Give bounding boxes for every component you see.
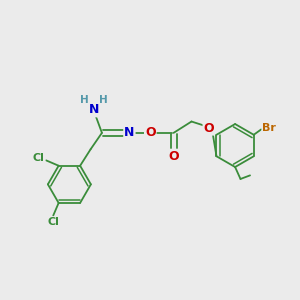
Text: Br: Br [262, 123, 276, 133]
Text: H: H [80, 95, 88, 105]
Text: O: O [203, 122, 214, 135]
Text: O: O [145, 126, 156, 140]
Text: H: H [99, 95, 108, 105]
Text: O: O [168, 150, 179, 163]
Text: Cl: Cl [47, 218, 59, 227]
Text: N: N [124, 126, 135, 140]
Text: N: N [89, 103, 99, 116]
Text: Cl: Cl [33, 153, 45, 163]
